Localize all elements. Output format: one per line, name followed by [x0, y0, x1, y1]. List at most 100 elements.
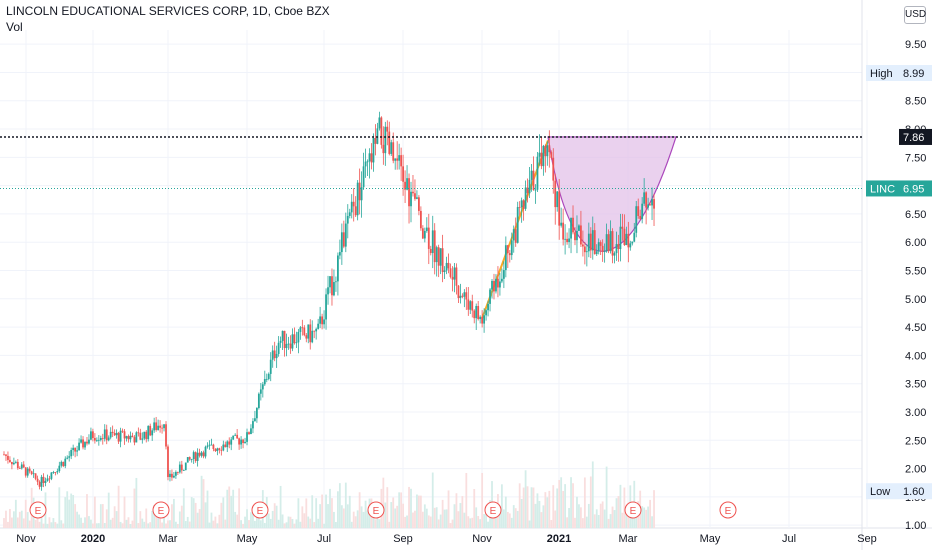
volume-bar	[504, 496, 507, 528]
volume-bar	[473, 489, 476, 528]
candle	[24, 467, 27, 478]
candle-body	[86, 441, 88, 444]
volume-bar	[376, 510, 379, 528]
currency-button[interactable]: USD	[904, 6, 926, 24]
y-tick-label: 3.00	[905, 407, 926, 419]
candle	[273, 341, 276, 362]
volume-bar	[425, 508, 428, 528]
volume-bar	[285, 522, 288, 528]
candle	[653, 193, 655, 226]
candle-body	[228, 441, 231, 445]
volume-bar	[583, 477, 586, 528]
candle	[317, 318, 320, 330]
candle	[261, 381, 264, 398]
candle-body	[619, 226, 622, 250]
candle-body	[137, 432, 140, 434]
candle-body	[544, 145, 547, 157]
candle-body	[487, 303, 489, 311]
earnings-circle	[152, 501, 170, 519]
candle	[368, 148, 371, 179]
low-marker: Low 1.60	[866, 483, 932, 500]
resistance-price-tag[interactable]: 7.86	[899, 128, 932, 145]
candle-body	[504, 245, 507, 271]
earnings-marker[interactable]: E	[152, 501, 170, 519]
candle	[356, 180, 359, 221]
candle-body	[182, 470, 185, 471]
candle-body	[159, 425, 161, 428]
candle-body	[530, 170, 533, 180]
earnings-marker[interactable]: E	[624, 501, 642, 519]
candle	[76, 445, 79, 457]
volume-bar	[271, 510, 274, 528]
candle	[522, 199, 525, 221]
candle-body	[364, 161, 367, 167]
volume-bar	[396, 505, 399, 528]
volume-bar	[34, 519, 37, 528]
volume-bar	[366, 510, 369, 528]
candle	[192, 450, 195, 464]
candle-body	[451, 276, 454, 280]
x-tick-label: Sep	[857, 533, 877, 545]
volume-bar	[528, 520, 531, 528]
candle-body	[427, 227, 430, 249]
candle	[603, 243, 606, 263]
y-tick-label: 5.00	[905, 294, 926, 306]
candle	[419, 206, 422, 231]
candle	[329, 276, 331, 294]
volume-label: Vol	[6, 20, 23, 34]
current-price-tag[interactable]: 6.95	[899, 180, 932, 197]
earnings-marker[interactable]: E	[251, 501, 269, 519]
candle-body	[135, 432, 138, 443]
candle-body	[236, 434, 239, 439]
earnings-marker[interactable]: E	[367, 501, 385, 519]
volume-bar	[522, 487, 525, 528]
candle	[354, 196, 357, 218]
volume-bar	[540, 512, 543, 528]
volume-bar	[581, 518, 584, 528]
volume-bar	[254, 520, 256, 528]
earnings-marker[interactable]: E	[484, 501, 502, 519]
candle-body	[629, 243, 632, 248]
earnings-marker[interactable]: E	[719, 501, 737, 519]
volume-bar	[431, 472, 434, 528]
candle	[38, 480, 41, 490]
candle-body	[20, 464, 23, 469]
candle	[633, 222, 636, 243]
candle-body	[540, 152, 543, 167]
candle-body	[560, 222, 563, 226]
candle-body	[88, 439, 90, 444]
candle-body	[635, 206, 638, 233]
volume-bar	[269, 518, 272, 528]
candle-body	[171, 473, 173, 478]
candle	[263, 370, 266, 386]
earnings-letter: E	[35, 506, 42, 517]
candle-body	[285, 343, 288, 349]
candle	[28, 466, 31, 474]
volume-bar	[121, 523, 124, 528]
candle	[629, 240, 632, 251]
candle	[299, 326, 302, 340]
candle-body	[603, 251, 606, 253]
candle	[255, 407, 258, 423]
earnings-marker[interactable]: E	[29, 501, 47, 519]
candle-body	[95, 440, 98, 441]
volume-bar	[481, 472, 484, 528]
volume-bar	[36, 509, 39, 528]
candle-body	[591, 230, 594, 251]
candle-body	[263, 379, 266, 385]
volume-bar	[414, 510, 416, 528]
candle	[581, 230, 584, 257]
candle-body	[368, 153, 371, 162]
candle	[382, 126, 385, 165]
candle-body	[186, 457, 189, 463]
volume-bar	[388, 521, 391, 528]
volume-bar	[404, 516, 406, 528]
high-marker-label: High	[870, 68, 893, 80]
candle-body	[309, 324, 312, 343]
candle-body	[145, 431, 148, 440]
candle-body	[216, 448, 219, 452]
candle-body	[473, 310, 476, 319]
candle	[157, 419, 160, 431]
volume-bar	[281, 514, 284, 528]
